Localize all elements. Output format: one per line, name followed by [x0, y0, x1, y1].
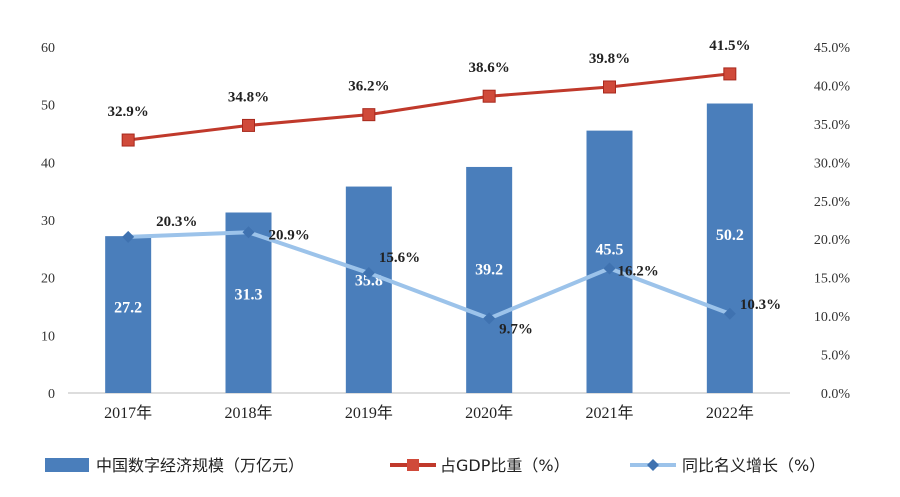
gdp-share-line	[127, 72, 730, 142]
growth-data-label: 16.2%	[618, 263, 659, 279]
y-left-tick-label: 0	[48, 387, 55, 402]
y-right-tick-label: 0.0%	[821, 387, 851, 402]
growth-data-label: 15.6%	[379, 250, 420, 266]
legend-label-growth: 同比名义增长（%）	[682, 456, 825, 475]
x-tick-label: 2021年	[585, 404, 633, 422]
legend-swatch-bar	[45, 458, 89, 472]
gdp-share-data-label: 41.5%	[709, 38, 750, 54]
bar	[225, 212, 272, 393]
growth-data-label: 9.7%	[499, 321, 533, 337]
x-tick-label: 2017年	[104, 404, 152, 422]
gdp-share-marker	[482, 89, 496, 103]
growth-data-label: 20.3%	[156, 214, 197, 230]
y-right-tick-label: 15.0%	[814, 272, 851, 287]
growth-marker	[723, 307, 736, 320]
bar-data-label: 39.2	[475, 262, 503, 279]
growth-marker	[122, 230, 135, 243]
bar	[586, 130, 633, 393]
y-right-tick-label: 20.0%	[814, 233, 851, 248]
bar	[345, 186, 392, 393]
x-tick-label: 2019年	[345, 404, 393, 422]
y-right-tick-label: 45.0%	[814, 41, 851, 56]
y-right-tick-label: 5.0%	[821, 349, 851, 364]
gdp-share-data-label: 39.8%	[589, 51, 630, 67]
legend-label-scale: 中国数字经济规模（万亿元）	[96, 456, 304, 475]
bar	[105, 236, 152, 393]
x-tick-label: 2018年	[224, 404, 272, 422]
y-left-tick-label: 10	[41, 329, 55, 344]
bar-data-label: 50.2	[716, 227, 744, 244]
y-right-tick-label: 10.0%	[814, 310, 851, 325]
gdp-share-marker	[362, 108, 376, 122]
growth-data-label: 10.3%	[740, 297, 781, 313]
y-left-tick-label: 60	[41, 41, 55, 56]
y-right-tick-label: 25.0%	[814, 195, 851, 210]
gdp-share-data-label: 36.2%	[348, 79, 389, 95]
growth-line	[128, 230, 731, 321]
y-right-tick-label: 35.0%	[814, 118, 851, 133]
y-left-tick-label: 50	[41, 99, 55, 114]
bar-data-label: 45.5	[596, 242, 624, 259]
gdp-share-marker	[121, 133, 135, 147]
growth-marker	[362, 267, 375, 280]
bar-data-label: 31.3	[235, 287, 263, 304]
bar	[706, 103, 753, 393]
y-left-tick-label: 20	[41, 272, 55, 287]
growth-marker	[483, 312, 496, 325]
y-left-tick-label: 30	[41, 214, 55, 229]
legend-swatch-growth-marker	[647, 459, 659, 471]
gdp-share-data-label: 38.6%	[469, 60, 510, 76]
x-tick-label: 2020年	[465, 404, 513, 422]
legend-label-gdp: 占GDP比重（%）	[440, 456, 570, 475]
growth-data-label: 20.9%	[269, 227, 310, 243]
bar	[466, 166, 513, 393]
x-tick-label: 2022年	[706, 404, 754, 422]
gdp-share-marker	[723, 67, 737, 81]
y-left-tick-label: 40	[41, 156, 55, 171]
y-right-tick-label: 30.0%	[814, 156, 851, 171]
legend-swatch-gdp-marker	[407, 459, 419, 471]
growth-marker	[242, 226, 255, 239]
legend: 中国数字经济规模（万亿元） 占GDP比重（%） 同比名义增长（%）	[45, 456, 825, 475]
bar-data-label: 27.2	[114, 300, 142, 317]
gdp-share-data-label: 32.9%	[108, 104, 149, 120]
gdp-share-data-label: 34.8%	[228, 89, 269, 105]
gdp-share-marker	[603, 80, 616, 94]
growth-marker	[603, 262, 616, 275]
y-right-tick-label: 40.0%	[814, 79, 851, 94]
gdp-share-marker	[242, 118, 255, 132]
